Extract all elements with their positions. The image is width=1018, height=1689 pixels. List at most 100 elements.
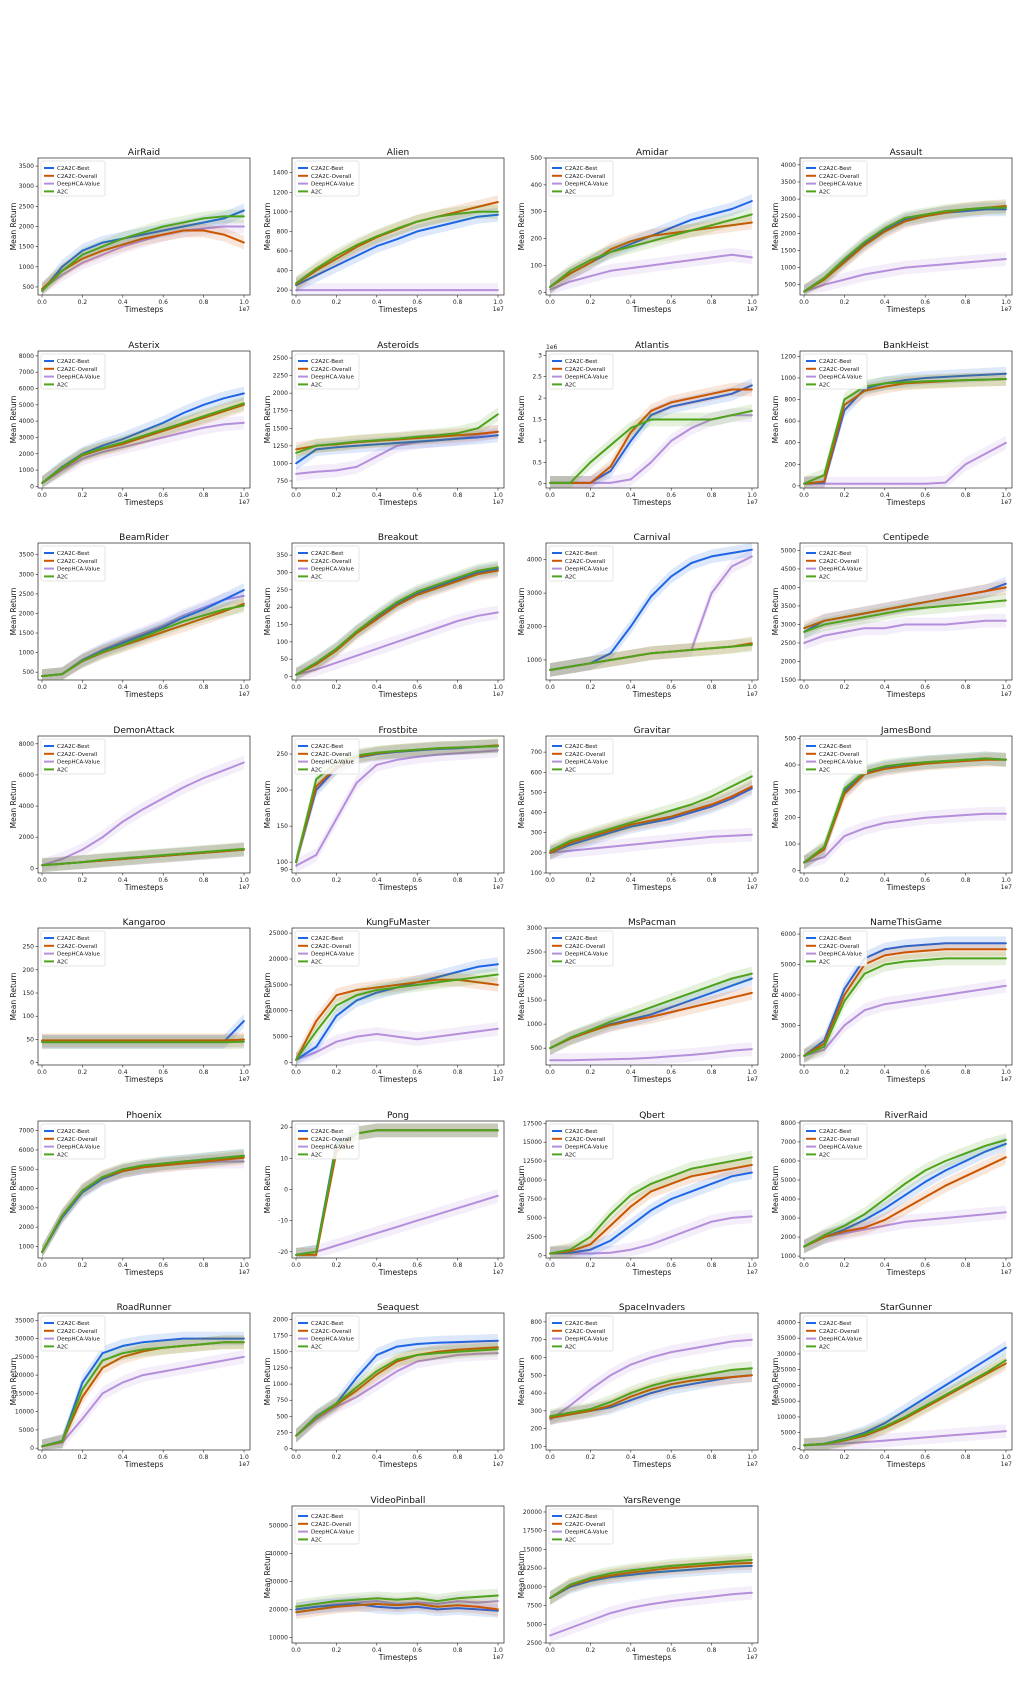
y-tick-label: 1.5 (532, 416, 542, 423)
y-tick-label: 35000 (777, 1335, 796, 1342)
data-point-a2c (549, 669, 551, 671)
data-point-deephca-value (630, 1058, 632, 1060)
chart-svg: Asteroids7501000125015001750200022502500… (262, 338, 516, 530)
chart-title: Centipede (883, 533, 930, 543)
data-point-a2c (315, 1602, 317, 1604)
data-point-a2c (549, 481, 551, 483)
x-offset-label: 1e7 (1001, 1269, 1013, 1276)
data-point-deephca-value (1005, 1430, 1007, 1432)
data-point-a2c (41, 1445, 43, 1447)
y-tick-label: 150 (277, 622, 289, 629)
data-point-a2c (223, 1156, 225, 1158)
y-tick-label: 0 (284, 674, 288, 681)
data-point-deephca-value (731, 1593, 733, 1595)
data-point-c2a2c-best (437, 226, 439, 228)
data-point-a2c (630, 1194, 632, 1196)
x-tick-label: 1.0 (747, 492, 757, 499)
x-axis-label: Timesteps (378, 883, 418, 892)
data-point-a2c (965, 1152, 967, 1154)
x-tick-label: 0.8 (199, 877, 209, 884)
y-tick-label: 1500 (19, 630, 34, 637)
data-point-deephca-value (711, 1595, 713, 1597)
data-point-c2a2c-best (965, 1372, 967, 1374)
x-tick-label: 0.8 (199, 1262, 209, 1269)
data-point-c2a2c-best (670, 576, 672, 578)
data-point-a2c (376, 235, 378, 237)
data-point-deephca-value (376, 455, 378, 457)
data-point-deephca-value (336, 469, 338, 471)
legend-label: A2C (311, 767, 322, 773)
legend-label: DeepHCA-Value (565, 1529, 608, 1535)
y-tick-label: 400 (785, 439, 797, 446)
data-point-deephca-value (1005, 985, 1007, 987)
y-tick-label: 700 (531, 749, 543, 756)
legend-label: C2A2C-Overall (565, 1136, 606, 1142)
y-axis-label: Mean Return (771, 780, 780, 828)
x-tick-label: 0.8 (707, 1069, 717, 1076)
data-point-c2a2c-overall (650, 1016, 652, 1018)
data-point-deephca-value (924, 997, 926, 999)
y-tick-label: 300 (531, 209, 543, 216)
data-point-c2a2c-best (731, 1175, 733, 1177)
data-point-a2c (102, 246, 104, 248)
y-tick-label: 100 (785, 841, 797, 848)
data-point-a2c (924, 214, 926, 216)
data-point-a2c (396, 437, 398, 439)
x-tick-label: 0.8 (707, 1454, 717, 1461)
data-point-a2c (61, 1041, 63, 1043)
data-point-deephca-value (945, 1435, 947, 1437)
x-offset-label: 1e7 (493, 1461, 505, 1468)
y-tick-label: 2000 (781, 1234, 796, 1241)
data-point-a2c (142, 1349, 144, 1351)
data-point-a2c (650, 1567, 652, 1569)
data-point-a2c (376, 989, 378, 991)
data-point-deephca-value (203, 1363, 205, 1365)
chart-svg: Seaquest0250500750100012501500175020000.… (262, 1300, 516, 1492)
y-tick-label: 250 (277, 587, 289, 594)
y-axis-label: Mean Return (517, 1357, 526, 1405)
data-point-a2c (985, 207, 987, 209)
data-point-c2a2c-best (203, 403, 205, 405)
data-point-a2c (590, 259, 592, 261)
data-point-c2a2c-overall (924, 950, 926, 952)
data-point-deephca-value (731, 1341, 733, 1343)
y-tick-label: 300 (531, 829, 543, 836)
legend-label: C2A2C-Overall (311, 1521, 352, 1527)
data-point-a2c (844, 1000, 846, 1002)
data-point-deephca-value (731, 1050, 733, 1052)
data-point-deephca-value (864, 627, 866, 629)
y-tick-label: 250 (23, 944, 35, 951)
y-tick-label: 400 (785, 761, 797, 768)
data-point-a2c (590, 461, 592, 463)
y-tick-label: 7000 (781, 1138, 796, 1145)
data-point-a2c (670, 1380, 672, 1382)
data-point-a2c (376, 1370, 378, 1372)
data-point-deephca-value (437, 627, 439, 629)
x-tick-label: 0.2 (840, 1069, 850, 1076)
data-point-c2a2c-overall (1005, 1156, 1007, 1158)
y-tick-label: 17500 (523, 1527, 542, 1534)
legend-label: A2C (57, 1344, 68, 1350)
y-tick-label: 400 (531, 182, 543, 189)
data-point-deephca-value (437, 1213, 439, 1215)
data-point-deephca-value (569, 1059, 571, 1061)
x-offset-label: 1e7 (493, 499, 505, 506)
y-axis-label: Mean Return (263, 587, 272, 635)
x-tick-label: 0.8 (961, 299, 971, 306)
data-point-deephca-value (223, 769, 225, 771)
data-point-a2c (610, 1213, 612, 1215)
data-point-deephca-value (670, 1600, 672, 1602)
data-point-deephca-value (396, 641, 398, 643)
data-point-deephca-value (590, 1059, 592, 1061)
data-point-a2c (477, 427, 479, 429)
data-point-a2c (691, 1376, 693, 1378)
y-tick-label: 3000 (781, 196, 796, 203)
data-point-a2c (965, 208, 967, 210)
data-point-a2c (356, 440, 358, 442)
y-tick-label: 6000 (19, 1146, 34, 1153)
legend-label: C2A2C-Overall (565, 944, 606, 950)
